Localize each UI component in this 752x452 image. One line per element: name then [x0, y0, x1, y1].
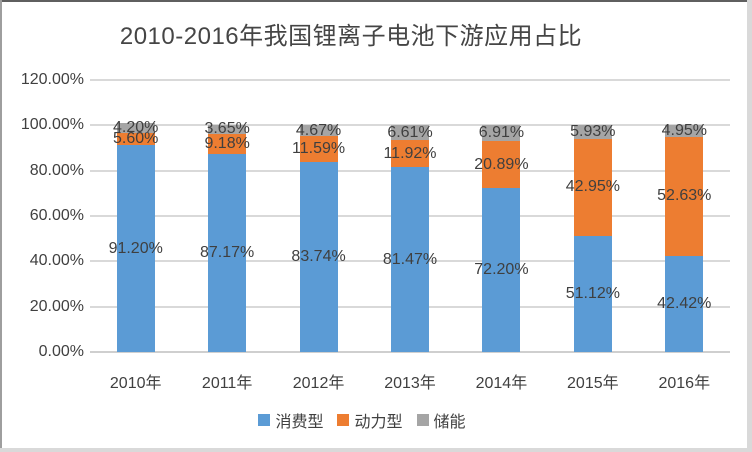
- legend-label: 动力型: [354, 414, 403, 431]
- bar-data-label: 5.60%: [113, 129, 159, 147]
- bar-data-label: 42.95%: [565, 178, 620, 196]
- bar-segment-储能: [208, 125, 247, 134]
- y-axis-tick-label: 100.00%: [20, 116, 84, 134]
- y-axis-tick-label: 80.00%: [29, 161, 84, 179]
- bar-data-label: 42.42%: [657, 294, 712, 312]
- bar-segment-动力型: [299, 135, 338, 163]
- y-axis-tick-label: 20.00%: [29, 297, 84, 315]
- bar-data-label: 11.59%: [292, 140, 346, 158]
- x-axis-tick-label: 2016年: [658, 375, 711, 392]
- x-axis-tick-label: 2010年: [109, 375, 162, 392]
- border-left: [0, 0, 2, 452]
- legend-swatch-icon: [258, 414, 271, 426]
- border-right: [747, 0, 752, 452]
- x-axis-tick-label: 2013年: [384, 375, 436, 392]
- bar-segment-储能: [116, 123, 155, 133]
- bar-segment-消费型: [482, 188, 521, 352]
- bar-data-label: 91.20%: [108, 239, 163, 257]
- y-axis-tick-label: 0.00%: [38, 343, 84, 360]
- bar-segment-储能: [299, 125, 338, 136]
- bar-data-label: 87.17%: [200, 244, 255, 262]
- bar-data-label: 11.92%: [383, 144, 437, 162]
- bar-data-label: 6.91%: [478, 124, 525, 142]
- x-axis-tick-label: 2015年: [567, 375, 619, 392]
- gridline: [90, 79, 730, 81]
- x-axis-line: [90, 351, 730, 353]
- bar-data-label: 51.12%: [565, 285, 620, 303]
- bar-segment-动力型: [665, 136, 704, 256]
- x-axis-tick-label: 2014年: [475, 375, 528, 392]
- bar-data-label: 20.89%: [474, 155, 529, 173]
- bar-data-label: 4.95%: [661, 121, 707, 139]
- bar-segment-消费型: [391, 167, 429, 352]
- bar-segment-动力型: [482, 140, 521, 189]
- bar-data-label: 83.74%: [291, 248, 346, 266]
- border-bottom: [0, 448, 752, 452]
- legend-swatch-icon: [337, 414, 350, 426]
- legend-item-储能: 储能: [416, 408, 466, 432]
- legend-item-动力型: 动力型: [337, 408, 403, 432]
- bar-segment-消费型: [665, 255, 704, 352]
- bar-data-label: 52.63%: [657, 187, 712, 205]
- bar-data-label: 4.20%: [113, 118, 159, 136]
- bar-segment-动力型: [391, 140, 429, 168]
- x-axis-tick-label: 2012年: [292, 375, 345, 392]
- legend-label: 消费型: [275, 414, 324, 431]
- legend-swatch-icon: [416, 414, 429, 426]
- bar-segment-储能: [573, 125, 612, 139]
- border-top: [0, 0, 752, 2]
- bar-data-label: 6.61%: [387, 123, 433, 141]
- bar-data-label: 9.18%: [204, 135, 250, 152]
- y-axis-tick-label: 40.00%: [29, 252, 84, 270]
- bar-data-label: 72.20%: [474, 261, 529, 279]
- x-axis-tick-label: 2011年: [201, 375, 253, 392]
- bar-segment-消费型: [116, 145, 155, 352]
- bar-segment-消费型: [573, 236, 612, 352]
- legend-label: 储能: [433, 414, 466, 431]
- y-axis-tick-label: 120.00%: [20, 71, 84, 88]
- bar-segment-储能: [482, 125, 521, 141]
- chart-title: 2010-2016年我国锂离子电池下游应用占比: [119, 23, 583, 50]
- bar-data-label: 4.67%: [295, 121, 342, 139]
- bar-data-label: 5.93%: [570, 123, 616, 141]
- bar-segment-动力型: [116, 132, 155, 146]
- bar-segment-消费型: [299, 162, 338, 352]
- legend: 消费型 动力型 储能: [0, 408, 752, 432]
- bar-segment-动力型: [573, 138, 612, 237]
- bar-segment-消费型: [208, 154, 247, 352]
- bar-segment-动力型: [208, 133, 247, 155]
- legend-item-消费型: 消费型: [258, 408, 323, 432]
- bar-data-label: 3.65%: [204, 120, 250, 138]
- bar-data-label: 81.47%: [382, 250, 438, 268]
- bar-segment-储能: [391, 125, 429, 141]
- bar-segment-储能: [665, 125, 704, 137]
- y-axis-tick-label: 60.00%: [29, 207, 84, 224]
